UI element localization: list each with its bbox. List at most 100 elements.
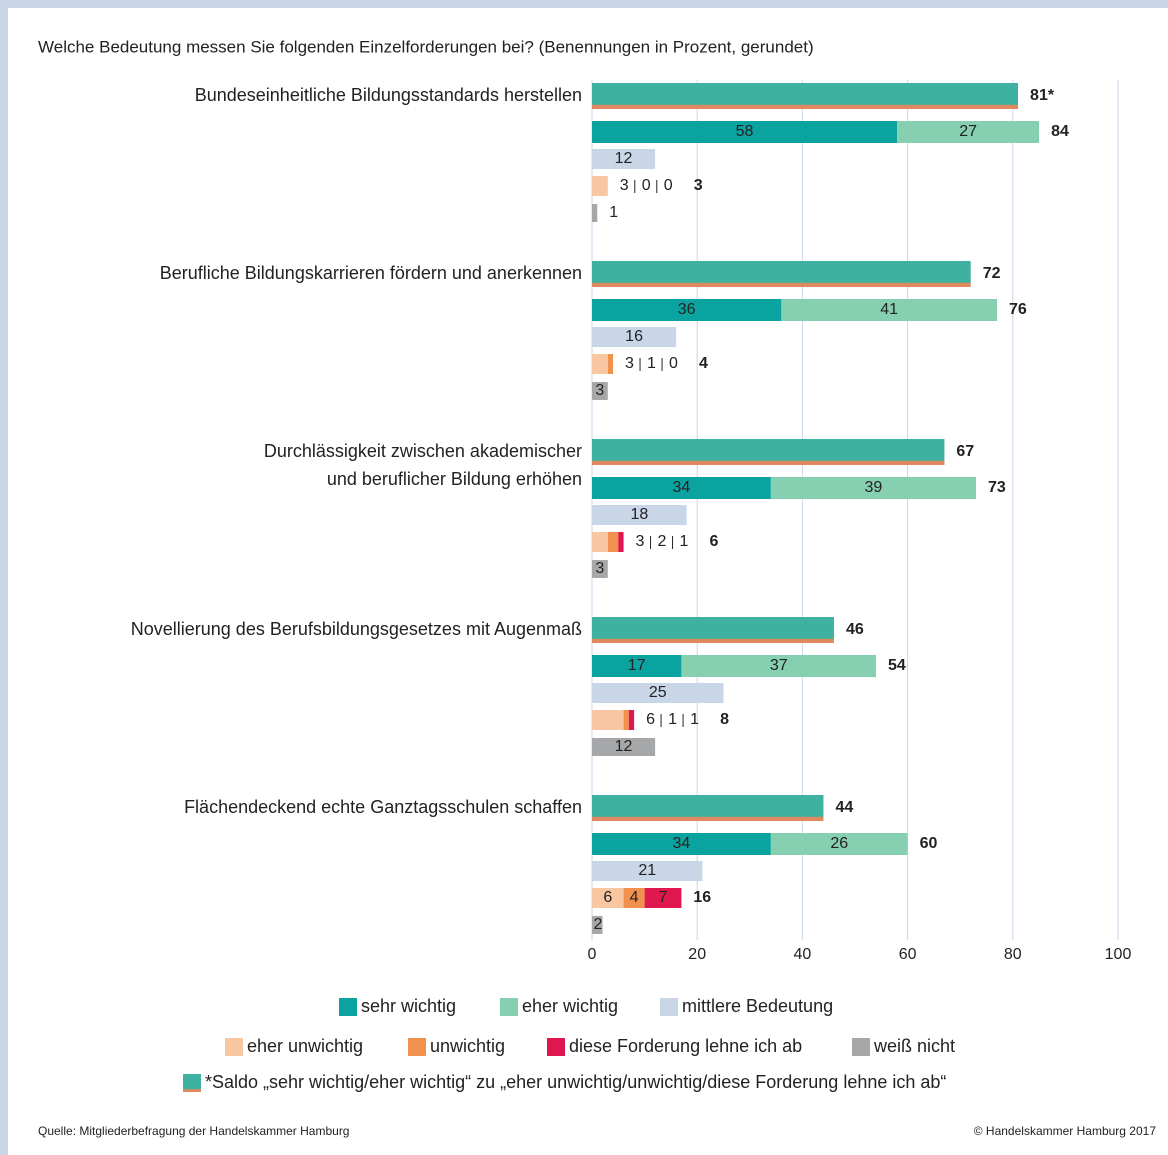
- total-label: 16: [693, 889, 711, 906]
- bar: [592, 683, 724, 703]
- bar-segment: [592, 655, 682, 677]
- segment-label: 39: [865, 479, 883, 496]
- bar-segment: [897, 121, 1040, 143]
- total-label: 76: [1009, 301, 1027, 318]
- segment-label: 17: [628, 657, 646, 674]
- bar-segment: [644, 888, 682, 908]
- legend-label: weiß nicht: [873, 1036, 955, 1056]
- saldo-label: 81*: [1030, 87, 1055, 104]
- bar-segment: [618, 532, 624, 552]
- bar-segment: [592, 888, 624, 908]
- saldo-label: 67: [956, 443, 974, 460]
- legend-swatch: [852, 1038, 870, 1056]
- segment-label: 34: [673, 479, 691, 496]
- saldo-bar: [592, 795, 824, 821]
- total-label: 6: [710, 533, 719, 550]
- bar-segment: [592, 532, 608, 552]
- segment-label: 41: [880, 301, 898, 318]
- category-label: Berufliche Bildungskarrieren fördern und…: [160, 263, 582, 283]
- segment-label: 0: [642, 177, 651, 194]
- segment-label: 3: [625, 355, 634, 372]
- category-label: Flächendeckend echte Ganztagsschulen sch…: [184, 797, 582, 817]
- bar-label: 18: [630, 506, 648, 523]
- category-label: und beruflicher Bildung erhöhen: [327, 469, 582, 489]
- segment-label: 58: [736, 123, 754, 140]
- legend-label: eher unwichtig: [247, 1036, 363, 1056]
- legend-swatch: [339, 998, 357, 1016]
- bar-segment: [681, 655, 877, 677]
- legend-label: mittlere Bedeutung: [682, 996, 833, 1016]
- legend-swatch: [547, 1038, 565, 1056]
- legend-label: unwichtig: [430, 1036, 505, 1056]
- bar: [592, 916, 603, 934]
- bar-segment: [592, 299, 782, 321]
- bar-segment: [607, 532, 619, 552]
- bar: [592, 505, 687, 525]
- copyright: © Handelskammer Hamburg 2017: [974, 1124, 1157, 1138]
- bar-segment: [592, 833, 771, 855]
- bar: [592, 861, 703, 881]
- legend-label: diese Forderung lehne ich ab: [569, 1036, 802, 1056]
- chart-title: Welche Bedeutung messen Sie folgenden Ei…: [38, 37, 814, 56]
- legend-label: sehr wichtig: [361, 996, 456, 1016]
- segment-label: 1: [690, 711, 699, 728]
- bar-label: 3: [595, 560, 604, 577]
- bar-segment: [592, 121, 898, 143]
- x-tick-label: 40: [794, 946, 812, 963]
- bar-label: 2: [594, 916, 603, 933]
- segment-label: 0: [669, 355, 678, 372]
- bar-label: 21: [638, 862, 656, 879]
- segment-label: 4: [630, 889, 639, 906]
- legend-swatch: [408, 1038, 426, 1056]
- bar-label: 25: [649, 684, 667, 701]
- bar-segment: [592, 477, 771, 499]
- total-label: 84: [1051, 123, 1069, 140]
- category-label: Bundeseinheitliche Bildungsstandards her…: [195, 85, 582, 105]
- saldo-label: 44: [835, 799, 853, 816]
- segment-label: 1: [647, 355, 656, 372]
- bar-segment: [592, 354, 608, 374]
- x-tick-label: 80: [1004, 946, 1022, 963]
- saldo-bar: [592, 439, 945, 465]
- bar: [592, 204, 598, 222]
- segment-label: 7: [659, 889, 668, 906]
- saldo-label: 72: [983, 265, 1001, 282]
- segment-label: 6: [646, 711, 655, 728]
- bar-label: 1: [609, 204, 618, 221]
- segment-label: 27: [959, 123, 977, 140]
- segment-label: 0: [664, 177, 673, 194]
- bar: [592, 149, 656, 169]
- frame-left: [0, 0, 8, 1155]
- segment-label: 26: [830, 835, 848, 852]
- total-label: 4: [699, 355, 708, 372]
- segment-label: 2: [658, 533, 667, 550]
- bar-label: 12: [615, 738, 633, 755]
- saldo-bar: [592, 261, 971, 287]
- bar-segment: [607, 354, 614, 374]
- category-label: Durchlässigkeit zwischen akademischer: [264, 441, 582, 461]
- bar: [592, 327, 677, 347]
- legend-swatch: [183, 1074, 201, 1092]
- category-label: Novellierung des Berufsbildungsgesetzes …: [131, 619, 582, 639]
- x-tick-label: 0: [588, 946, 597, 963]
- segment-label: 36: [678, 301, 696, 318]
- legend-label: *Saldo „sehr wichtig/eher wichtig“ zu „e…: [205, 1072, 946, 1092]
- bar-segment: [628, 710, 635, 730]
- segment-label: 3: [636, 533, 645, 550]
- saldo-bar: [592, 83, 1019, 109]
- segment-label: 1: [680, 533, 689, 550]
- source: Quelle: Mitgliederbefragung der Handelsk…: [38, 1124, 349, 1138]
- x-tick-label: 60: [899, 946, 917, 963]
- bar-segment: [592, 710, 624, 730]
- segment-label: 37: [770, 657, 788, 674]
- legend-swatch: [500, 998, 518, 1016]
- bar-segment: [781, 299, 998, 321]
- legend-swatch: [660, 998, 678, 1016]
- legend-label: eher wichtig: [522, 996, 618, 1016]
- bar-segment: [623, 710, 629, 730]
- x-tick-label: 20: [688, 946, 706, 963]
- bar-label: 12: [615, 150, 633, 167]
- segment-label: 1: [668, 711, 677, 728]
- saldo-bar: [592, 617, 834, 643]
